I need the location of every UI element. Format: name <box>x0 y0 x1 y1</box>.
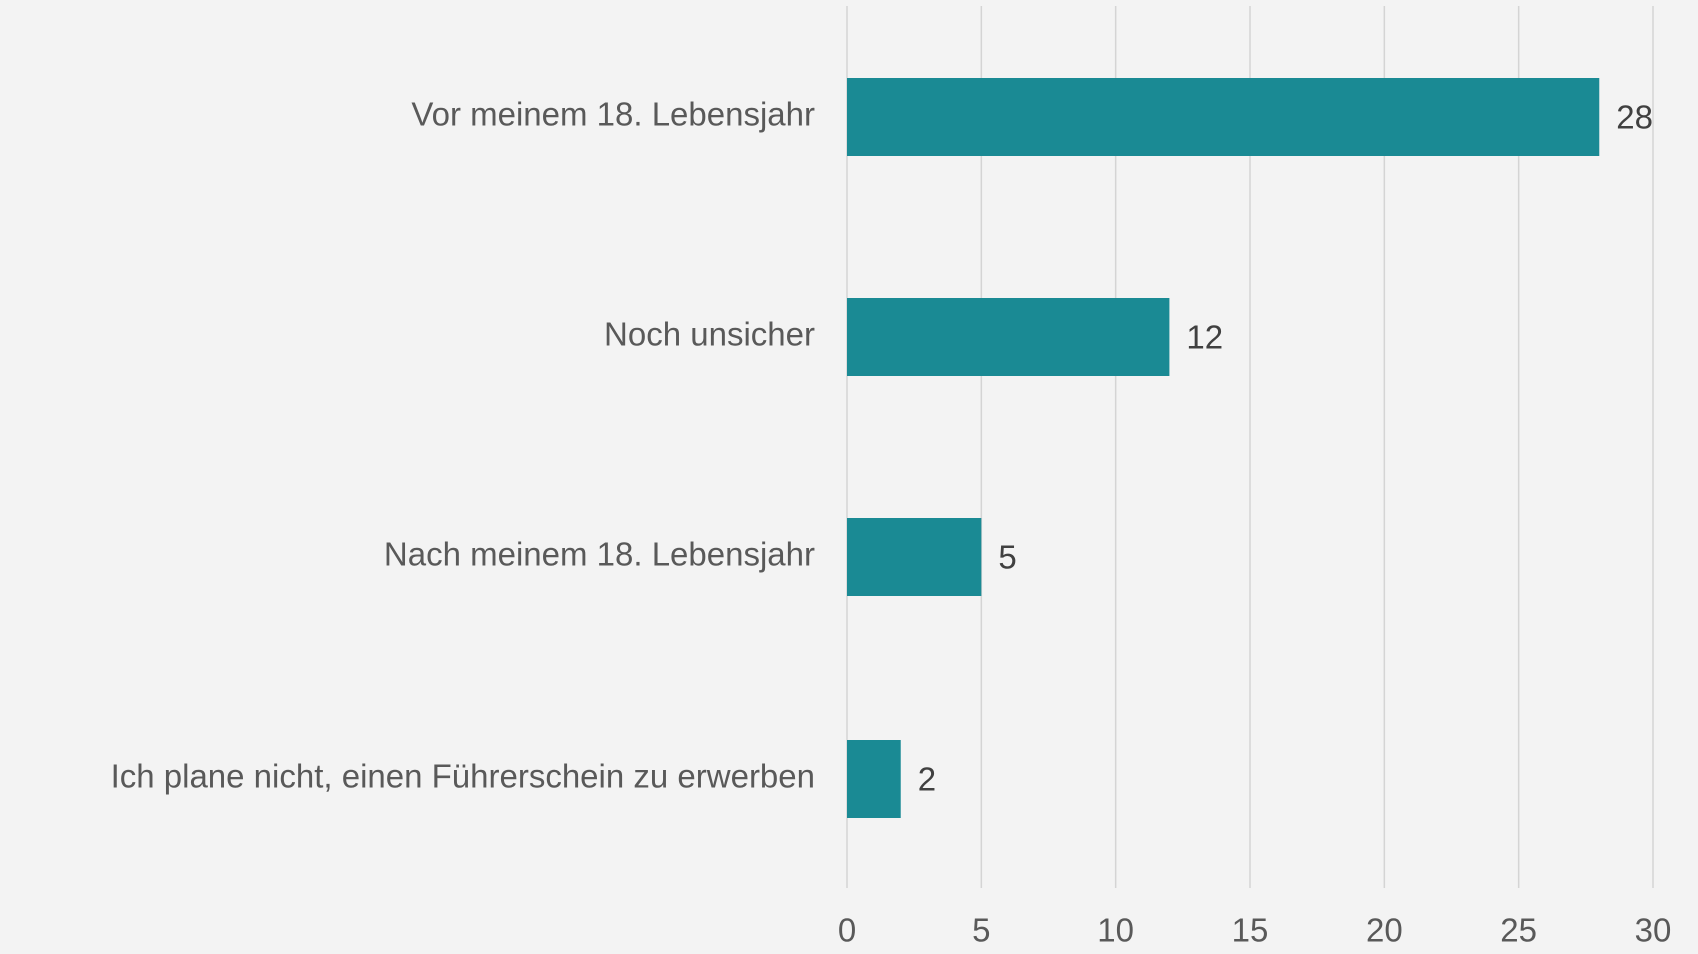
data-label: 2 <box>918 761 936 798</box>
bar <box>847 298 1170 376</box>
x-tick-label: 10 <box>1097 912 1134 949</box>
x-tick-label: 25 <box>1500 912 1537 949</box>
x-tick-label: 30 <box>1635 912 1672 949</box>
y-tick-label: Noch unsicher <box>604 316 815 353</box>
x-tick-label: 0 <box>838 912 856 949</box>
bar <box>847 78 1600 156</box>
data-label: 12 <box>1186 319 1223 356</box>
bar <box>847 740 901 818</box>
y-tick-label: Ich plane nicht, einen Führerschein zu e… <box>111 758 815 795</box>
data-label: 28 <box>1616 99 1653 136</box>
y-tick-label: Nach meinem 18. Lebensjahr <box>384 536 815 573</box>
bar <box>847 518 982 596</box>
data-label: 5 <box>998 539 1016 576</box>
x-tick-label: 20 <box>1366 912 1403 949</box>
y-tick-label: Vor meinem 18. Lebensjahr <box>411 96 815 133</box>
x-tick-label: 5 <box>972 912 990 949</box>
x-tick-label: 15 <box>1232 912 1269 949</box>
